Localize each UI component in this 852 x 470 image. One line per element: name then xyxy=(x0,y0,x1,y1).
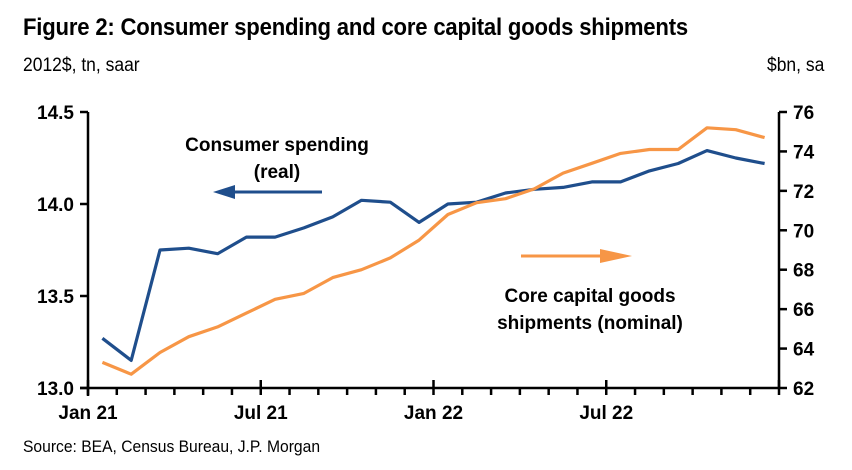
series-core-capex-line xyxy=(101,126,766,376)
annotation-consumer-line2: (real) xyxy=(254,162,300,183)
left-axis-unit-label: 2012$, tn, saar xyxy=(23,55,140,76)
series-layer xyxy=(101,126,766,376)
annotation-capex-line2: shipments (nominal) xyxy=(497,313,683,334)
source-note: Source: BEA, Census Bureau, J.P. Morgan xyxy=(23,437,321,456)
annotation-layer: Consumer spending (real) Core capital go… xyxy=(185,135,683,334)
x-axis-tick-label: Jan 22 xyxy=(404,403,463,424)
right-axis-tick-label: 68 xyxy=(793,261,814,282)
right-axis-tick-label: 74 xyxy=(793,142,815,163)
left-axis-tick-label: 13.5 xyxy=(37,287,74,308)
annotation-consumer-line1: Consumer spending xyxy=(185,135,369,156)
right-axis-tick-label: 62 xyxy=(793,379,814,400)
annotation-capex-line1: Core capital goods xyxy=(504,286,675,307)
right-axis-tick-label: 76 xyxy=(793,103,814,124)
x-axis-tick-label: Jul 22 xyxy=(579,403,633,424)
right-axis-tick-label: 72 xyxy=(793,182,814,203)
right-axis-tick-label: 64 xyxy=(793,340,815,361)
right-axis-unit-label: $bn, sa xyxy=(766,55,824,76)
left-axis-tick-label: 14.0 xyxy=(37,195,74,216)
left-axis-tick-label: 14.5 xyxy=(37,103,74,124)
x-axis-tick-label: Jul 21 xyxy=(234,403,288,424)
right-axis-tick-label: 66 xyxy=(793,300,814,321)
right-axis-tick-label: 70 xyxy=(793,221,814,242)
left-axis-tick-label: 13.0 xyxy=(37,379,74,400)
arrow-right-icon xyxy=(521,249,632,263)
arrow-left-icon xyxy=(213,185,322,199)
axes: 13.0 13.5 14.0 14.5 62 64 66 68 70 72 74 76 Jan 21 Ju… xyxy=(37,103,815,424)
chart-title: Figure 2: Consumer spending and core cap… xyxy=(23,14,688,41)
x-axis-tick-label: Jan 21 xyxy=(58,403,118,424)
series-consumer-spending-line xyxy=(101,149,765,362)
